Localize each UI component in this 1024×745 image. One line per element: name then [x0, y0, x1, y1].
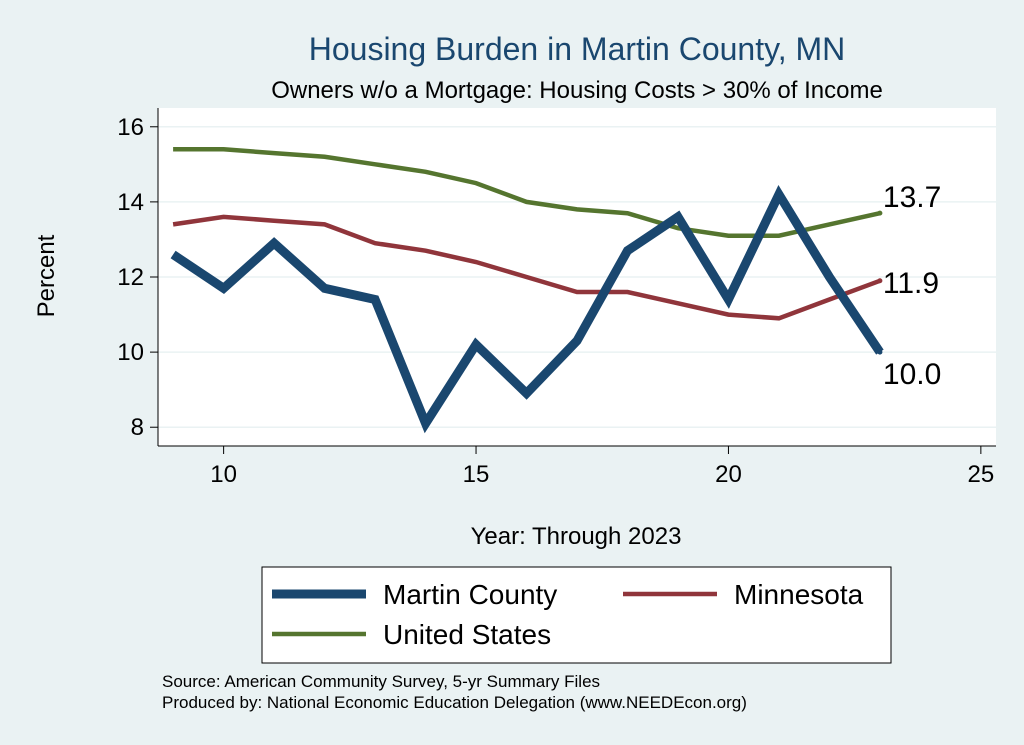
legend-box [261, 566, 892, 664]
x-tick-label: 20 [715, 461, 742, 488]
end-label: 11.9 [883, 267, 939, 300]
end-labels: 10.0 11.9 13.7 [877, 181, 941, 391]
x-tick-label: 15 [463, 461, 490, 488]
x-axis: 10 15 20 25 [158, 445, 996, 488]
y-axis: 8 10 12 14 16 [117, 108, 159, 446]
x-tick-label: 10 [210, 461, 237, 488]
y-tick-label: 8 [131, 414, 144, 441]
legend-label: Minnesota [734, 579, 864, 610]
y-axis-title: Percent [33, 234, 60, 317]
series-line-minnesota [172, 214, 881, 321]
x-tick-label: 25 [968, 461, 995, 488]
series-group [170, 147, 884, 434]
end-label: 13.7 [883, 181, 941, 214]
legend: Martin County Minnesota United States [272, 579, 864, 650]
gridlines [158, 126, 996, 428]
end-marker [877, 349, 883, 355]
end-label: 10.0 [883, 358, 941, 391]
y-tick-label: 14 [117, 189, 144, 216]
series-line-martin-county [170, 184, 884, 434]
end-marker [877, 278, 883, 284]
legend-label: Martin County [383, 579, 557, 610]
producer-note: Produced by: National Economic Education… [162, 693, 747, 712]
x-axis-title: Year: Through 2023 [471, 523, 682, 550]
y-tick-label: 16 [117, 114, 144, 141]
end-marker [877, 210, 883, 216]
y-tick-label: 12 [117, 264, 144, 291]
y-tick-label: 10 [117, 339, 144, 366]
chart-subtitle: Owners w/o a Mortgage: Housing Costs > 3… [271, 77, 883, 104]
chart-title: Housing Burden in Martin County, MN [309, 31, 846, 67]
source-note: Source: American Community Survey, 5-yr … [162, 672, 600, 691]
legend-label: United States [383, 619, 551, 650]
